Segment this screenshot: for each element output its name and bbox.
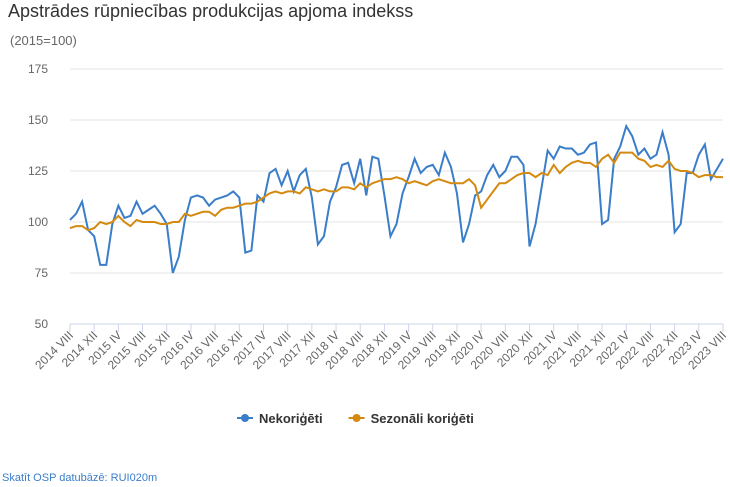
y-tick-label: 75 [35,266,49,280]
legend-symbol [352,414,361,422]
series-line [69,151,723,232]
legend-label: Nekoriģēti [259,411,323,426]
chart-title: Apstrādes rūpniecības produkcijas apjoma… [8,1,413,21]
chart-subtitle: (2015=100) [10,33,77,48]
legend-label: Sezonāli koriģēti [371,411,474,426]
y-tick-label: 50 [35,317,49,331]
y-tick-label: 175 [28,62,48,76]
series-line [69,123,724,274]
y-tick-label: 125 [28,164,48,178]
y-tick-label: 150 [28,113,48,127]
legend-symbol [241,414,249,422]
source-link[interactable]: Skatīt OSP datubāzē: RUI020m [2,472,157,484]
y-tick-label: 100 [28,215,48,229]
